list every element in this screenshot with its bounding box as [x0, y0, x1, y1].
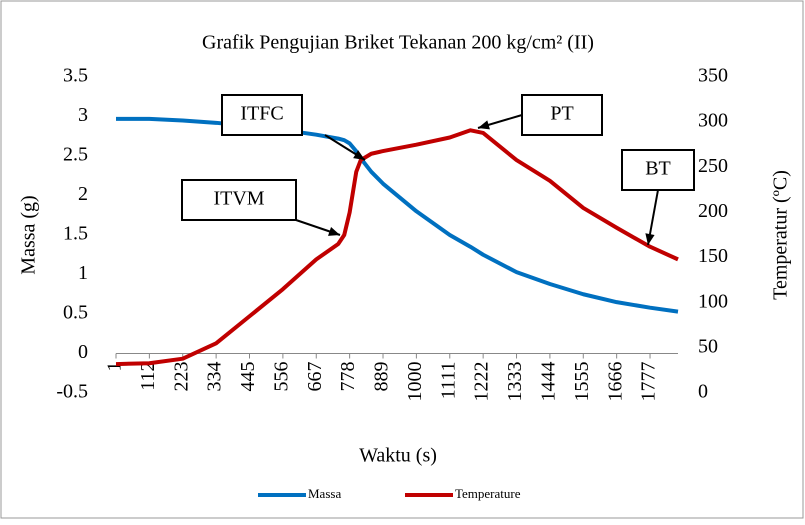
y2-tick-label: 250	[698, 155, 728, 177]
x-tick-label: 1000	[404, 362, 426, 402]
x-tick-label: 334	[204, 362, 226, 392]
y-tick-label: 3.5	[63, 65, 88, 87]
y-tick-label: 3	[78, 104, 88, 126]
y-tick-label: -0.5	[56, 381, 88, 403]
x-tick-label: 778	[337, 362, 359, 392]
annotation-box	[621, 149, 695, 191]
annotation-arrowhead	[328, 227, 340, 236]
y-tick-label: 0	[78, 341, 88, 363]
y-tick-label: 0.5	[63, 302, 88, 324]
x-tick-label: 667	[304, 362, 326, 392]
series-line	[115, 128, 679, 367]
annotation-box	[521, 94, 603, 136]
y2-tick-label: 200	[698, 200, 728, 222]
y2-axis-title: Temperatur (ºC)	[770, 170, 792, 300]
x-tick-label: 223	[170, 362, 192, 392]
y-axis-title: Massa (g)	[18, 195, 40, 274]
annotation-arrowhead	[478, 120, 490, 130]
annotation-text: ITVM	[213, 188, 264, 210]
x-tick-label: 1111	[437, 362, 459, 400]
legend-label: Temperature	[455, 486, 521, 501]
chart-title: Grafik Pengujian Briket Tekanan 200 kg/c…	[202, 32, 594, 54]
x-tick-label: 1666	[604, 362, 626, 402]
annotation-box	[181, 179, 297, 221]
x-tick-label: 1	[104, 362, 126, 372]
annotation-text: BT	[645, 158, 671, 180]
x-axis-title: Waktu (s)	[359, 445, 437, 467]
y2-tick-label: 300	[698, 110, 728, 132]
x-tick-label: 889	[371, 362, 393, 392]
y2-tick-label: 150	[698, 245, 728, 267]
x-tick-label: 445	[237, 362, 259, 392]
y-tick-label: 1	[78, 262, 88, 284]
y2-tick-label: 0	[698, 381, 708, 403]
annotation-box	[221, 94, 303, 136]
y-tick-label: 2.5	[63, 144, 88, 166]
annotation-text: PT	[550, 103, 573, 125]
y2-tick-label: 350	[698, 65, 728, 87]
annotation-text: ITFC	[240, 103, 283, 125]
annotation-arrowhead	[353, 150, 365, 160]
annotation-arrowhead	[645, 233, 655, 245]
y2-tick-label: 50	[698, 335, 718, 357]
x-tick-label: 1444	[537, 362, 559, 402]
y2-tick-label: 100	[698, 290, 728, 312]
x-tick-label: 1222	[471, 362, 493, 402]
legend-label: Massa	[308, 486, 341, 501]
y-tick-label: 1.5	[63, 223, 88, 245]
x-tick-label: 556	[270, 362, 292, 392]
y-tick-label: 2	[78, 183, 88, 205]
x-tick-label: 112	[137, 362, 159, 391]
x-tick-label: 1555	[571, 362, 593, 402]
x-tick-label: 1777	[638, 362, 660, 402]
x-tick-label: 1333	[504, 362, 526, 402]
